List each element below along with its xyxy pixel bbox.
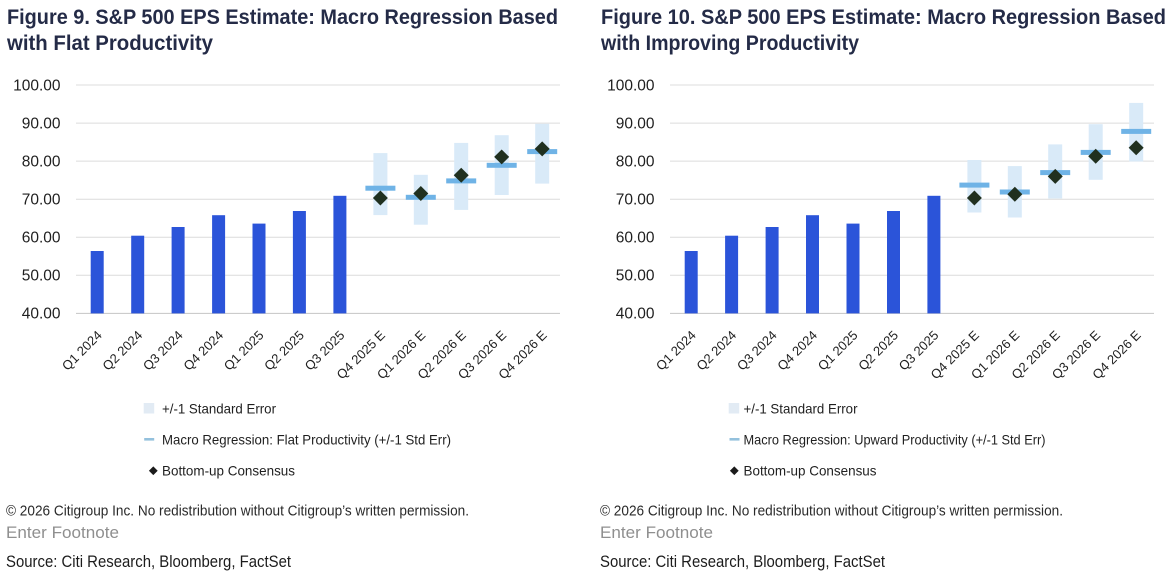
svg-text:90.00: 90.00 bbox=[616, 115, 655, 132]
svg-text:70.00: 70.00 bbox=[22, 192, 61, 209]
svg-text:80.00: 80.00 bbox=[22, 153, 61, 170]
svg-text:90.00: 90.00 bbox=[22, 115, 61, 132]
svg-text:with Improving Productivity: with Improving Productivity bbox=[600, 32, 859, 55]
svg-text:60.00: 60.00 bbox=[616, 230, 655, 247]
svg-text:70.00: 70.00 bbox=[616, 192, 655, 209]
svg-text:100.00: 100.00 bbox=[607, 77, 655, 94]
svg-text:+/-1 Standard Error: +/-1 Standard Error bbox=[744, 400, 858, 416]
svg-text:Macro Regression: Upward Produ: Macro Regression: Upward Productivity (+… bbox=[744, 431, 1046, 447]
svg-text:50.00: 50.00 bbox=[22, 268, 61, 285]
svg-text:80.00: 80.00 bbox=[616, 153, 655, 170]
svg-text:60.00: 60.00 bbox=[22, 230, 61, 247]
svg-text:Macro Regression: Flat Product: Macro Regression: Flat Productivity (+/-… bbox=[162, 431, 451, 447]
svg-text:Bottom-up Consensus: Bottom-up Consensus bbox=[162, 463, 295, 479]
svg-text:50.00: 50.00 bbox=[616, 268, 655, 285]
svg-text:Bottom-up Consensus: Bottom-up Consensus bbox=[744, 463, 877, 479]
svg-text:Figure 10. S&P 500 EPS Estimat: Figure 10. S&P 500 EPS Estimate: Macro R… bbox=[601, 6, 1166, 29]
svg-text:40.00: 40.00 bbox=[616, 306, 655, 323]
svg-text:+/-1 Standard Error: +/-1 Standard Error bbox=[162, 400, 276, 416]
svg-text:Source: Citi Research, Bloombe: Source: Citi Research, Bloomberg, FactSe… bbox=[6, 553, 291, 571]
svg-text:Figure 9. S&P 500 EPS Estimate: Figure 9. S&P 500 EPS Estimate: Macro Re… bbox=[7, 6, 558, 29]
svg-text:100.00: 100.00 bbox=[13, 77, 61, 94]
svg-text:© 2026 Citigroup Inc. No redis: © 2026 Citigroup Inc. No redistribution … bbox=[6, 503, 469, 520]
svg-text:Enter Footnote: Enter Footnote bbox=[6, 524, 119, 542]
svg-text:with Flat Productivity: with Flat Productivity bbox=[6, 32, 213, 55]
svg-text:Source: Citi Research, Bloombe: Source: Citi Research, Bloomberg, FactSe… bbox=[600, 553, 885, 571]
svg-text:40.00: 40.00 bbox=[22, 306, 61, 323]
svg-text:© 2026 Citigroup Inc. No redis: © 2026 Citigroup Inc. No redistribution … bbox=[600, 503, 1063, 520]
svg-text:Enter Footnote: Enter Footnote bbox=[600, 524, 713, 542]
